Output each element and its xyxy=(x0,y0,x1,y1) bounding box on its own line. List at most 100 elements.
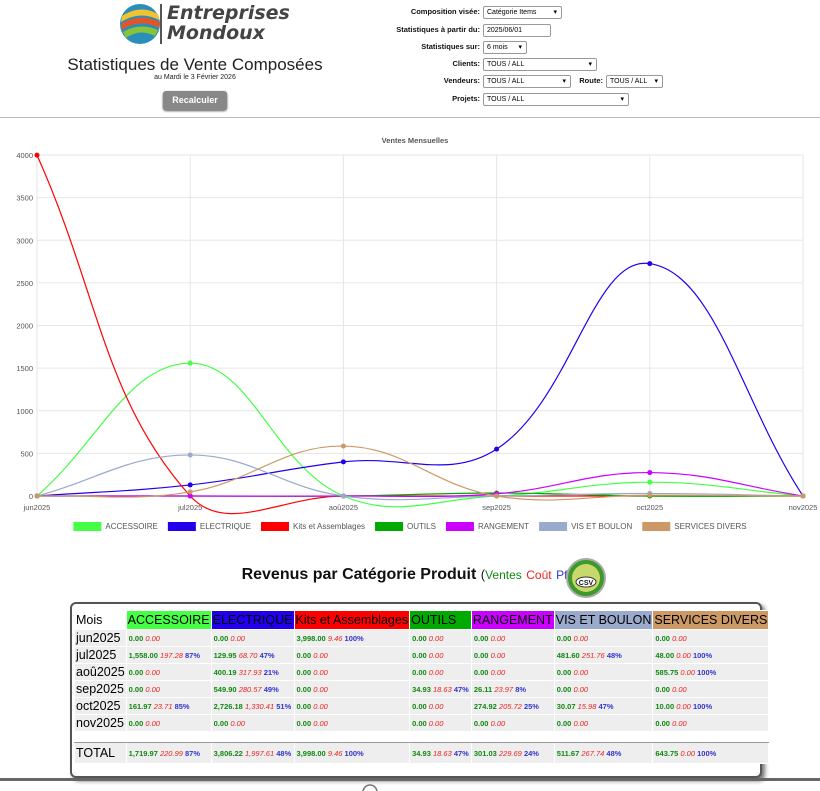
sales: 643.75 xyxy=(655,748,679,758)
select-value: 2025/06/01 xyxy=(487,27,523,34)
sales: 161.97 xyxy=(128,701,152,711)
category-header: VIS ET BOULON xyxy=(553,610,654,630)
profit: 100% xyxy=(697,667,717,677)
cell: 3,998.00 9.46 100% xyxy=(293,629,411,647)
sales: 129.95 xyxy=(213,650,237,660)
sales: 481.60 xyxy=(556,650,580,660)
month-label: oct2025 xyxy=(74,697,127,715)
cost: 0.00 xyxy=(573,684,589,694)
cell: 0.00 0.00 xyxy=(652,629,770,647)
cell: 0.00 0.00 xyxy=(470,714,555,732)
select[interactable]: TOUS / ALL ▾ xyxy=(483,58,597,71)
sales: 3,998.00 xyxy=(296,633,326,643)
cell: 549.90 280.57 49% xyxy=(210,680,295,698)
cost: 0.00 xyxy=(680,748,696,758)
x-tick-label: jul2025 xyxy=(177,503,202,512)
cost: 0.00 xyxy=(313,718,328,728)
cost: 1,330.41 xyxy=(244,701,275,711)
cell: 0.00 0.00 xyxy=(652,714,770,732)
footer-icon xyxy=(362,784,378,791)
cell: 10.00 0.00 100% xyxy=(652,697,770,715)
recalc-button[interactable]: Recalculer xyxy=(163,91,227,110)
paren: ( xyxy=(480,567,486,582)
field-label: Route: xyxy=(579,76,603,85)
x-tick-label: sep2025 xyxy=(482,503,511,512)
cell: 0.00 0.00 xyxy=(470,646,555,664)
cell: 0.00 0.00 xyxy=(652,680,770,698)
data-point xyxy=(800,493,806,499)
select[interactable]: TOUS / ALL ▾ xyxy=(606,75,663,88)
cost: 15.98 xyxy=(577,701,597,711)
series-line xyxy=(36,362,804,508)
data-row: jun2025 0.00 0.00 0.00 0.00 3,998.00 9.46 1… xyxy=(74,629,770,647)
select[interactable]: 6 mois ▾ xyxy=(483,41,527,54)
select[interactable]: 2025/06/01 xyxy=(483,24,551,37)
sales: 0.00 xyxy=(473,667,489,677)
select[interactable]: Catégorie Items ▾ xyxy=(483,6,562,19)
legend-swatch xyxy=(260,522,289,531)
category-header: OUTILS xyxy=(409,610,472,630)
cell: 3,998.00 9.46 100% xyxy=(293,742,411,764)
cell: 1,719.97 220.99 87% xyxy=(125,742,212,764)
sales: 0.00 xyxy=(473,650,489,660)
sales: 0.00 xyxy=(412,667,427,677)
cell: 400.19 317.93 21% xyxy=(210,663,295,681)
sales: 0.00 xyxy=(655,633,670,643)
category-header: ELECTRIQUE xyxy=(210,610,295,630)
cost: 18.63 xyxy=(432,684,452,694)
cell: 481.60 251.76 48% xyxy=(553,646,654,664)
profit: 47% xyxy=(453,684,469,694)
cost: 0.00 xyxy=(573,667,589,677)
chart: Ventes Mensuelles 0 500 1000 1500 2000 2500 30… xyxy=(16,136,817,531)
legend-swatch xyxy=(445,522,474,531)
cost: 0.00 xyxy=(145,633,160,643)
cost: 251.76 xyxy=(581,650,605,660)
category-header: Kits et Assemblages xyxy=(293,610,411,630)
cost: 0.00 xyxy=(313,650,328,660)
select-value: TOUS / ALL xyxy=(487,96,525,103)
sales: 0.00 xyxy=(473,633,489,643)
cell: 0.00 0.00 xyxy=(470,629,555,647)
cost: 0.00 xyxy=(672,633,687,643)
cost: 197.28 xyxy=(159,650,183,660)
cell: 643.75 0.00 100% xyxy=(652,742,770,764)
sales: 0.00 xyxy=(296,718,312,728)
cell: 0.00 0.00 xyxy=(553,663,654,681)
data-point xyxy=(34,493,40,499)
series-line xyxy=(36,445,804,501)
sales: 549.90 xyxy=(213,684,237,694)
profit: 100% xyxy=(344,633,364,643)
cell: 0.00 0.00 xyxy=(409,646,472,664)
category-header: RANGEMENT xyxy=(470,610,555,630)
cell: 0.00 0.00 xyxy=(125,680,212,698)
select-value: TOUS / ALL xyxy=(487,78,525,85)
data-point xyxy=(187,493,193,499)
sales: 585.75 xyxy=(655,667,679,677)
profit: 8% xyxy=(515,684,527,694)
data-point xyxy=(647,470,653,476)
cost: 0.00 xyxy=(672,718,687,728)
data-point xyxy=(34,152,40,158)
select[interactable]: TOUS / ALL ▾ xyxy=(483,93,629,106)
cost: 0.00 xyxy=(313,701,328,711)
category-header: SERVICES DIVERS xyxy=(652,610,770,630)
data-point xyxy=(340,443,346,449)
profit: 25% xyxy=(523,701,539,711)
cost: 0.00 xyxy=(230,718,245,728)
sales: 0.00 xyxy=(556,684,572,694)
csv-icon[interactable]: CSV xyxy=(564,557,610,599)
chart-title: Ventes Mensuelles xyxy=(382,136,449,145)
sales: 0.00 xyxy=(296,667,312,677)
cell: 301.03 229.69 24% xyxy=(470,742,555,764)
page-title: Statistiques de Vente Composées xyxy=(67,55,323,74)
cell: 0.00 0.00 xyxy=(293,646,411,664)
field-label: Composition visée: xyxy=(410,7,480,16)
profit: 87% xyxy=(185,650,201,660)
legend-label: SERVICES DIVERS xyxy=(674,522,746,531)
y-tick-label: 0 xyxy=(29,492,33,501)
cell: 3,806.22 1,997.61 48% xyxy=(210,742,295,764)
select[interactable]: TOUS / ALL ▾ xyxy=(483,75,571,88)
sales: 0.00 xyxy=(556,667,572,677)
logo-text: Entreprises xyxy=(167,2,290,24)
